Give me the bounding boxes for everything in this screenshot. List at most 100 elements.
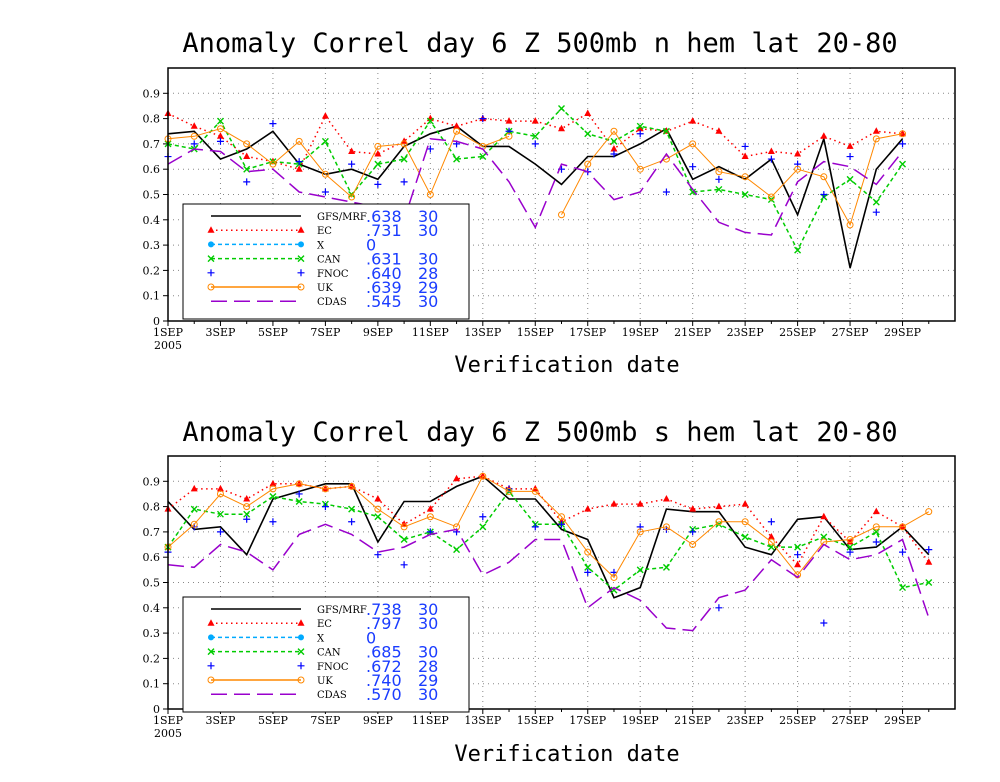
x-tick-label: 23SEP (727, 326, 765, 339)
data-point (584, 160, 592, 168)
data-point (715, 185, 723, 193)
legend-entry: EC .797 30 (207, 614, 438, 633)
legend-label: EC (317, 619, 332, 630)
legend-entry: FNOC .672 28 (207, 657, 438, 676)
data-point (820, 191, 828, 198)
legend-marker (207, 619, 215, 626)
data-point (295, 479, 303, 487)
data-point (453, 127, 461, 135)
legend-label: UK (317, 676, 333, 687)
legend-count: 30 (418, 250, 438, 269)
y-tick-label: 0.1 (143, 678, 161, 691)
data-point (558, 124, 565, 132)
legend-score: .731 (366, 221, 402, 240)
data-point (846, 221, 854, 229)
y-tick-label: 0.1 (143, 290, 161, 303)
legend-entry: EC .731 30 (207, 221, 438, 240)
data-point (767, 155, 775, 163)
legend-marker (207, 255, 215, 263)
data-point (872, 127, 880, 134)
data-point (925, 558, 933, 565)
data-point (689, 188, 697, 196)
data-point (295, 137, 303, 145)
x-tick-label: 17SEP (569, 714, 607, 727)
data-point (243, 515, 251, 523)
data-point (243, 165, 251, 173)
legend-score: .672 (366, 657, 402, 676)
data-point (846, 153, 854, 161)
data-point (899, 548, 907, 556)
legend-score: .797 (366, 614, 402, 633)
legend-label: CAN (317, 255, 341, 266)
data-point (374, 142, 382, 150)
data-point (426, 191, 434, 198)
data-point (741, 518, 749, 526)
y-tick-label: 0.3 (143, 627, 161, 640)
legend-score: 0 (366, 628, 376, 647)
data-point (190, 140, 198, 148)
data-point (820, 173, 828, 181)
x-tick-label: 1SEP (153, 714, 184, 727)
data-point (374, 495, 382, 502)
data-point (400, 140, 408, 148)
legend-count: 30 (418, 292, 438, 311)
data-point (872, 507, 880, 515)
data-point (321, 485, 329, 493)
legend-marker (207, 283, 215, 291)
data-point (453, 474, 461, 482)
data-point (558, 104, 565, 112)
data-point (899, 129, 907, 137)
data-point (295, 490, 303, 498)
series-uk (164, 472, 933, 581)
data-point (348, 147, 356, 154)
data-point (269, 518, 277, 526)
x-tick-label: 25SEP (779, 714, 817, 727)
data-point (269, 492, 277, 500)
data-point (505, 132, 513, 140)
data-point (321, 484, 329, 492)
chart-title: Anomaly Correl day 6 Z 500mb s hem lat 2… (182, 417, 897, 448)
data-point (715, 502, 723, 510)
data-point (741, 152, 749, 160)
data-point (531, 117, 539, 124)
data-point (243, 495, 251, 502)
data-point (400, 178, 408, 186)
data-point (925, 508, 933, 516)
legend-marker (297, 648, 305, 656)
legend-marker (207, 662, 215, 670)
data-point (584, 568, 592, 576)
series-gfs-mrf (167, 475, 930, 599)
data-point (715, 604, 723, 612)
x-sub-label: 2005 (154, 727, 182, 740)
series-uk (164, 125, 907, 229)
data-point (400, 535, 408, 543)
data-point (269, 485, 277, 493)
data-point (794, 543, 802, 551)
data-point (190, 484, 198, 492)
y-tick-label: 0 (153, 703, 160, 716)
data-point (295, 480, 303, 488)
data-point (531, 140, 539, 148)
data-point (321, 170, 329, 178)
data-point (453, 546, 461, 554)
legend-label: CAN (317, 648, 341, 659)
data-point (794, 551, 802, 559)
data-point (453, 155, 461, 163)
legend-entry: FNOC .640 28 (207, 264, 438, 283)
legend-marker (207, 269, 215, 277)
data-point (479, 513, 487, 521)
data-point (348, 482, 356, 489)
data-point (925, 546, 933, 554)
chart-title: Anomaly Correl day 6 Z 500mb n hem lat 2… (182, 28, 897, 59)
legend-marker (208, 634, 214, 641)
data-point (767, 518, 775, 526)
data-point (636, 122, 644, 130)
x-tick-label: 3SEP (205, 714, 236, 727)
legend-label: FNOC (317, 269, 349, 280)
legend-score: .685 (366, 643, 402, 662)
data-point (374, 505, 382, 513)
data-point (400, 155, 408, 163)
data-point (295, 158, 303, 166)
